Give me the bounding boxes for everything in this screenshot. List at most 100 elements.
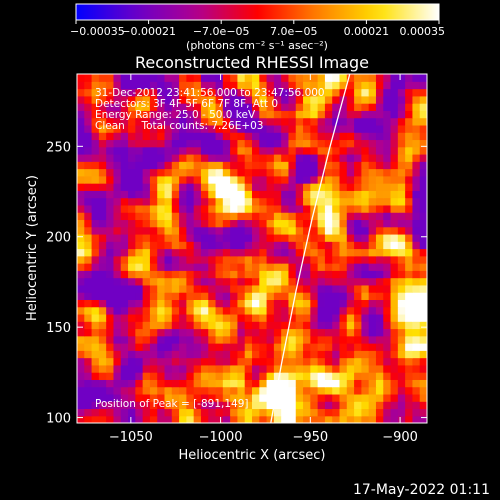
heatmap-cell	[368, 219, 377, 228]
heatmap-cell	[222, 292, 231, 300]
heatmap-cell	[120, 335, 129, 344]
heatmap-cell	[310, 81, 319, 90]
heatmap-cell	[215, 379, 224, 388]
heatmap-cell	[106, 292, 115, 300]
heatmap-cell	[200, 364, 209, 373]
heatmap-cell	[164, 401, 173, 410]
heatmap-cell	[113, 168, 122, 177]
heatmap-cell	[135, 81, 144, 90]
heatmap-cell	[390, 306, 399, 315]
heatmap-cell	[193, 357, 202, 366]
heatmap-cell	[390, 313, 399, 322]
heatmap-cell	[354, 255, 362, 264]
heatmap-cell	[98, 139, 107, 148]
heatmap-cell	[237, 357, 246, 366]
heatmap-cell	[106, 415, 115, 423]
heatmap-cell	[164, 299, 173, 308]
heatmap-cell	[339, 117, 348, 126]
heatmap-cell	[142, 74, 151, 82]
heatmap-cell	[193, 81, 202, 90]
heatmap-cell	[339, 233, 348, 242]
heatmap-cell	[397, 88, 406, 97]
heatmap-cell	[186, 197, 195, 206]
heatmap-cell	[149, 153, 158, 162]
heatmap-cell	[339, 277, 348, 286]
heatmap-cell	[295, 299, 304, 308]
heatmap-cell	[171, 146, 180, 155]
heatmap-cell	[332, 255, 341, 264]
heatmap-cell	[324, 343, 333, 351]
heatmap-cell	[375, 124, 384, 133]
heatmap-cell	[149, 183, 158, 191]
heatmap-cell	[215, 255, 224, 264]
heatmap-cell	[252, 248, 260, 257]
heatmap-cell	[157, 292, 166, 300]
heatmap-cell	[368, 292, 377, 300]
heatmap-cell	[171, 350, 180, 359]
heatmap-cell	[332, 226, 341, 235]
heatmap-cell	[317, 146, 326, 155]
heatmap-cell	[368, 379, 377, 388]
heatmap-cell	[237, 124, 246, 133]
heatmap-cell	[186, 372, 195, 380]
heatmap-cell	[128, 350, 136, 359]
heatmap-cell	[405, 132, 414, 141]
heatmap-cell	[332, 277, 341, 286]
heatmap-cell	[310, 219, 319, 228]
heatmap-cell	[346, 161, 355, 170]
heatmap-cell	[244, 350, 253, 359]
heatmap-cell	[84, 110, 93, 119]
heatmap-cell	[259, 226, 268, 235]
heatmap-cell	[164, 372, 173, 380]
heatmap-cell	[412, 277, 421, 286]
heatmap-cell	[339, 386, 348, 395]
heatmap-cell	[164, 110, 173, 119]
heatmap-cell	[405, 372, 414, 380]
heatmap-cell	[375, 263, 384, 271]
heatmap-cell	[222, 263, 231, 271]
heatmap-cell	[135, 132, 144, 141]
heatmap-cell	[281, 379, 290, 388]
heatmap-cell	[128, 226, 136, 235]
heatmap-cell	[390, 372, 399, 380]
heatmap-cell	[295, 212, 304, 221]
heatmap-cell	[405, 74, 414, 82]
heatmap-cell	[113, 357, 122, 366]
heatmap-cell	[77, 379, 85, 388]
heatmap-cell	[288, 263, 297, 271]
heatmap-cell	[186, 233, 195, 242]
heatmap-cell	[281, 95, 290, 104]
heatmap-cell	[208, 306, 217, 315]
heatmap-cell	[113, 306, 122, 315]
heatmap-cell	[230, 343, 239, 351]
heatmap-cell	[295, 372, 304, 380]
heatmap-cell	[273, 335, 282, 344]
heatmap-cell	[91, 175, 100, 184]
heatmap-cell	[84, 299, 93, 308]
heatmap-cell	[390, 132, 399, 141]
heatmap-cell	[106, 132, 115, 141]
heatmap-cell	[106, 343, 115, 351]
heatmap-cell	[200, 190, 209, 199]
heatmap-cell	[208, 292, 217, 300]
heatmap-cell	[346, 204, 355, 213]
heatmap-cell	[375, 299, 384, 308]
heatmap-cell	[208, 132, 217, 141]
heatmap-cell	[259, 110, 268, 119]
heatmap-cell	[390, 255, 399, 264]
heatmap-cell	[368, 88, 377, 97]
heatmap-cell	[346, 379, 355, 388]
heatmap-cell	[295, 255, 304, 264]
heatmap-cell	[368, 357, 377, 366]
heatmap-cell	[266, 146, 275, 155]
heatmap-cell	[346, 139, 355, 148]
heatmap-cell	[244, 335, 253, 344]
heatmap-cell	[135, 212, 144, 221]
heatmap-cell	[171, 328, 180, 337]
heatmap-cell	[390, 204, 399, 213]
heatmap-cell	[281, 248, 290, 257]
heatmap-cell	[193, 379, 202, 388]
heatmap-cell	[164, 255, 173, 264]
heatmap-cell	[259, 393, 268, 402]
heatmap-cell	[98, 393, 107, 402]
